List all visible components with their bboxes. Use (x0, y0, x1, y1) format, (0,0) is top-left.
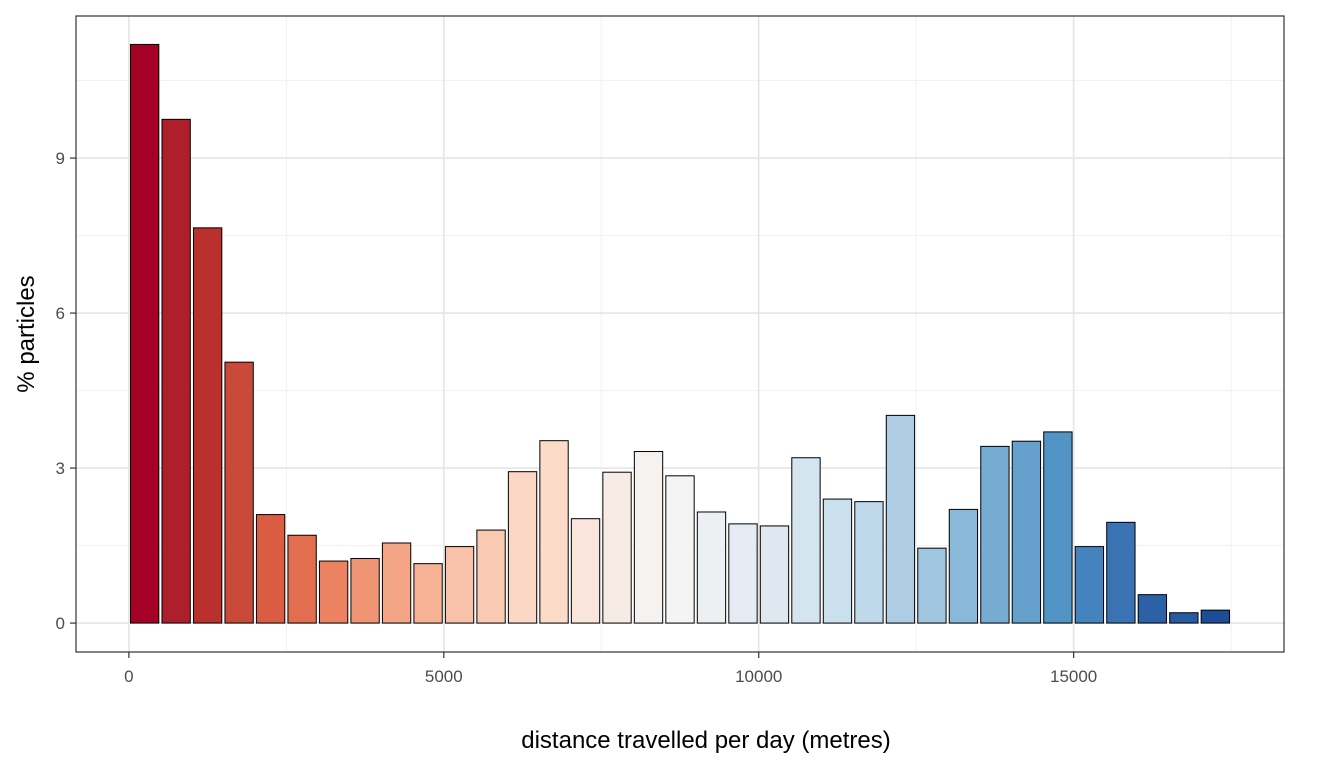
x-tick-label: 0 (124, 667, 133, 686)
histogram-bar (539, 440, 569, 624)
histogram-bar (255, 514, 286, 624)
y-tick-label: 3 (56, 459, 65, 478)
histogram-bar (1043, 431, 1073, 624)
histogram-bar (570, 518, 601, 624)
histogram-bar (413, 563, 443, 624)
histogram-bar (287, 534, 317, 624)
histogram-bar (822, 498, 853, 624)
x-tick-label: 5000 (425, 667, 463, 686)
histogram-bar (759, 525, 790, 624)
histogram-bar (696, 511, 727, 624)
histogram-bar (665, 475, 695, 624)
histogram-bar (948, 508, 979, 624)
y-tick-label: 6 (56, 304, 65, 323)
histogram-bar (1169, 612, 1199, 624)
histogram-bar (1137, 594, 1168, 624)
histogram-bar (381, 542, 412, 624)
histogram-bar (224, 361, 254, 624)
histogram-bar (917, 547, 947, 624)
histogram-bar (1106, 521, 1136, 624)
histogram-bar (1011, 440, 1042, 624)
histogram-bar (507, 471, 538, 624)
bars (129, 43, 1231, 624)
histogram-bar (885, 414, 916, 624)
axis-ticks: 0 5000 10000 15000 0 3 6 9 (56, 149, 1098, 686)
y-tick-label: 9 (56, 149, 65, 168)
plot-panel-border (75, 15, 1285, 653)
histogram-bar (602, 471, 632, 624)
histogram-bar (791, 457, 821, 624)
histogram-bar (633, 451, 664, 624)
histogram-bar (192, 227, 223, 624)
x-axis-title: distance travelled per day (metres) (521, 727, 891, 754)
x-tick-label: 15000 (1050, 667, 1097, 686)
y-axis-title: % particles (13, 275, 40, 392)
y-tick-label: 0 (56, 614, 65, 633)
histogram-bar (1074, 546, 1105, 624)
histogram-bar (161, 118, 191, 624)
histogram-bar (476, 529, 506, 624)
histogram-bar (444, 546, 475, 624)
histogram-bar (350, 557, 380, 624)
histogram-bar (980, 445, 1010, 624)
histogram-bar (854, 501, 884, 624)
histogram-bar (318, 560, 349, 624)
histogram-bar (1200, 609, 1231, 624)
histogram-bar (728, 523, 758, 624)
grid-lines (76, 16, 1284, 652)
histogram-bar (129, 43, 160, 624)
x-tick-label: 10000 (735, 667, 782, 686)
